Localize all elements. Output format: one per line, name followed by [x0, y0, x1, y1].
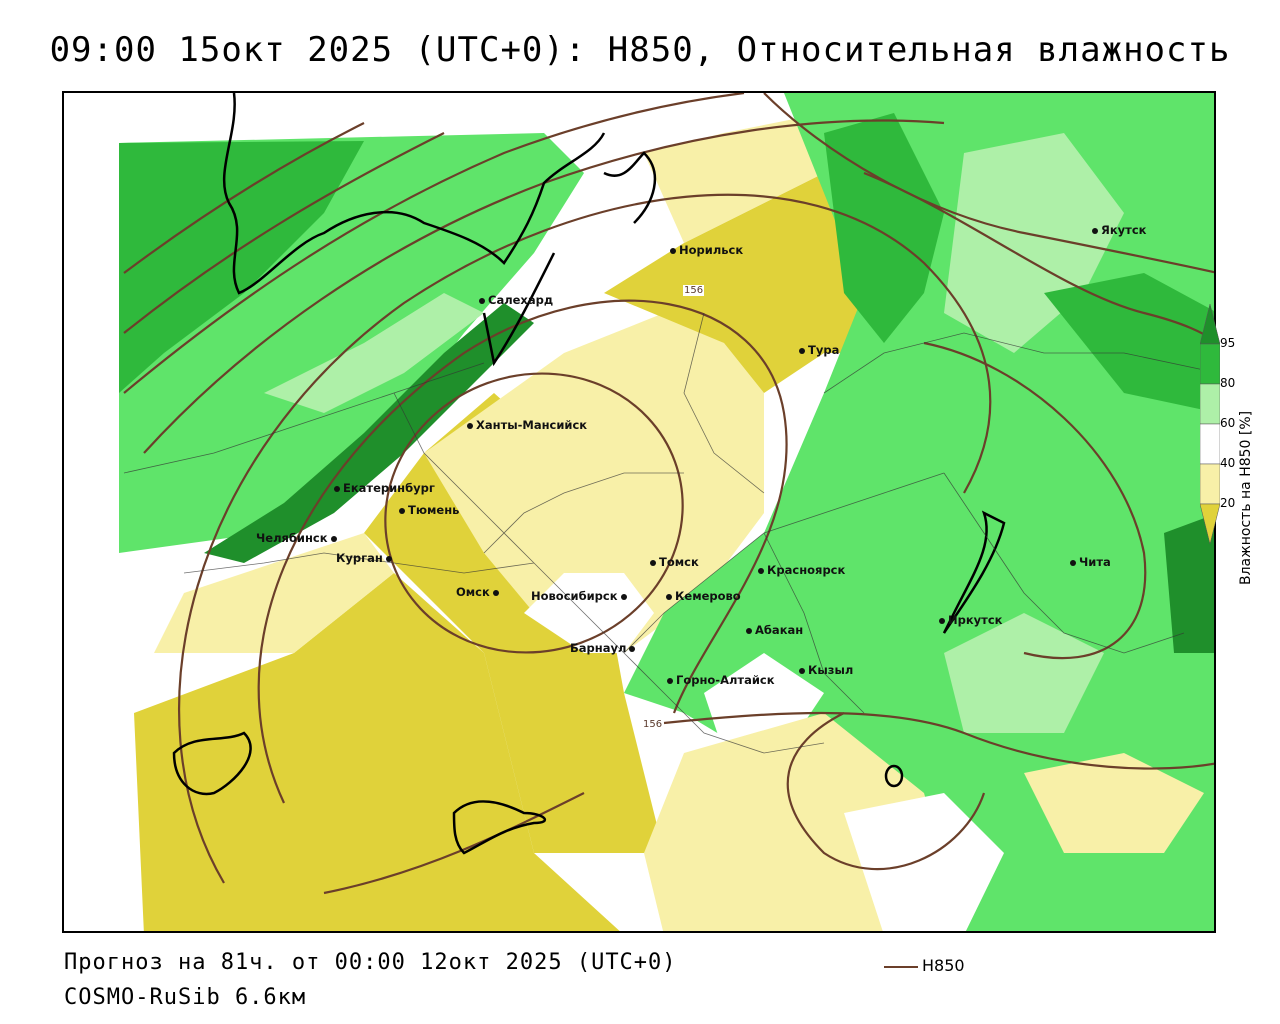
- city-label: Горно-Алтайск: [667, 673, 775, 687]
- city-label: Красноярск: [758, 563, 845, 577]
- city-dot-icon: [1092, 227, 1098, 234]
- city-dot-icon: [667, 677, 673, 684]
- humidity-field: [64, 93, 1214, 931]
- city-label: Иркутск: [939, 613, 1002, 627]
- model-name: COSMO-RuSib 6.6км: [64, 985, 307, 1010]
- city-dot-icon: [666, 593, 672, 600]
- city-label: Екатеринбург: [334, 481, 435, 495]
- city-dot-icon: [939, 617, 945, 624]
- isoline-label: 156: [642, 719, 664, 730]
- forecast-info: Прогноз на 81ч. от 00:00 12окт 2025 (UTC…: [64, 950, 677, 975]
- city-label: Челябинск: [256, 531, 340, 545]
- map-area[interactable]: 156 156 Якутск Норильск Салехард Тура Ха…: [62, 91, 1216, 933]
- city-label: Томск: [650, 555, 699, 569]
- city-label: Курган: [336, 551, 395, 565]
- city-dot-icon: [629, 645, 636, 652]
- city-label: Омск: [456, 585, 502, 599]
- city-label: Абакан: [746, 623, 803, 637]
- city-dot-icon: [746, 627, 752, 634]
- humidity-colorbar: 95 80 60 40 20: [1198, 300, 1278, 560]
- city-dot-icon: [799, 667, 805, 674]
- city-dot-icon: [670, 247, 676, 254]
- city-label: Чита: [1070, 555, 1111, 569]
- city-dot-icon: [330, 535, 337, 542]
- contour-line-swatch: [884, 965, 918, 968]
- city-label: Барнаул: [570, 641, 638, 655]
- city-label: Тура: [799, 343, 839, 357]
- city-label: Кемерово: [666, 589, 741, 603]
- city-label: Новосибирск: [531, 589, 630, 603]
- city-dot-icon: [492, 589, 499, 596]
- map-title: 09:00 15окт 2025 (UTC+0): H850, Относите…: [49, 30, 1231, 70]
- city-label: Норильск: [670, 243, 743, 257]
- city-dot-icon: [334, 485, 340, 492]
- colorbar-scale: [1200, 304, 1220, 544]
- contour-legend: H850: [884, 956, 965, 975]
- city-label: Кызыл: [799, 663, 853, 677]
- city-dot-icon: [467, 422, 473, 429]
- colorbar-tick: 60: [1220, 416, 1236, 430]
- city-dot-icon: [650, 559, 656, 566]
- colorbar-tick: 95: [1220, 336, 1236, 350]
- city-dot-icon: [1070, 559, 1076, 566]
- city-dot-icon: [799, 347, 805, 354]
- colorbar-title: Влажность на H850 [%]: [1238, 410, 1254, 585]
- isoline-label: 156: [683, 285, 705, 296]
- city-dot-icon: [399, 507, 405, 514]
- city-label: Тюмень: [399, 503, 459, 517]
- city-label: Якутск: [1092, 223, 1146, 237]
- city-dot-icon: [479, 297, 485, 304]
- city-dot-icon: [385, 555, 392, 562]
- city-label: Салехард: [479, 293, 553, 307]
- city-label: Ханты-Мансийск: [467, 418, 587, 432]
- colorbar-tick: 80: [1220, 376, 1236, 390]
- colorbar-tick: 20: [1220, 496, 1236, 510]
- colorbar-tick: 40: [1220, 456, 1236, 470]
- city-dot-icon: [758, 567, 764, 574]
- city-dot-icon: [620, 593, 627, 600]
